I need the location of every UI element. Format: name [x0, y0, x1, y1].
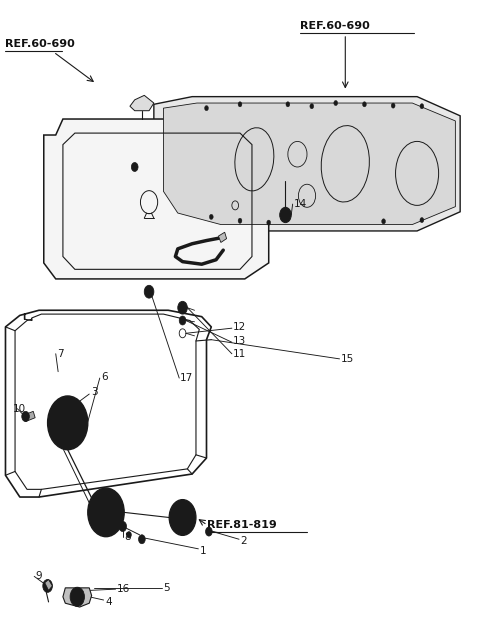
Text: 3: 3 — [91, 387, 97, 397]
Circle shape — [48, 396, 88, 450]
Circle shape — [310, 104, 314, 109]
Circle shape — [280, 207, 291, 222]
Circle shape — [169, 499, 196, 535]
Circle shape — [100, 504, 112, 520]
Circle shape — [70, 587, 84, 606]
Text: 8: 8 — [124, 531, 131, 542]
Circle shape — [286, 102, 290, 107]
Text: 11: 11 — [233, 349, 246, 359]
Circle shape — [209, 214, 213, 219]
Polygon shape — [45, 579, 52, 590]
Circle shape — [127, 531, 132, 538]
Text: REF.81-819: REF.81-819 — [207, 520, 277, 530]
Circle shape — [94, 496, 118, 528]
Circle shape — [238, 218, 242, 223]
Circle shape — [420, 217, 424, 222]
Text: 15: 15 — [340, 354, 354, 364]
Circle shape — [362, 102, 366, 107]
Text: 12: 12 — [233, 322, 246, 332]
Polygon shape — [63, 588, 92, 607]
Circle shape — [178, 301, 187, 314]
Circle shape — [53, 404, 82, 442]
Text: 9: 9 — [35, 571, 42, 581]
Circle shape — [204, 106, 208, 111]
Polygon shape — [154, 97, 460, 231]
Polygon shape — [163, 103, 456, 224]
Circle shape — [174, 506, 191, 528]
Circle shape — [179, 316, 186, 325]
Circle shape — [382, 219, 385, 224]
Text: 10: 10 — [12, 404, 26, 414]
Polygon shape — [130, 96, 154, 111]
Circle shape — [420, 104, 424, 109]
Circle shape — [132, 163, 138, 172]
Text: 7: 7 — [57, 349, 64, 359]
Text: 6: 6 — [101, 372, 108, 382]
Circle shape — [43, 579, 52, 592]
Circle shape — [238, 102, 242, 107]
Text: REF.60-690: REF.60-690 — [300, 21, 370, 31]
Text: REF.60-690: REF.60-690 — [5, 39, 75, 49]
Circle shape — [391, 103, 395, 108]
Text: 13: 13 — [233, 336, 246, 346]
Circle shape — [88, 488, 124, 537]
Circle shape — [139, 535, 145, 544]
Polygon shape — [24, 412, 35, 422]
Text: 2: 2 — [240, 536, 247, 546]
Circle shape — [60, 413, 75, 433]
Text: 4: 4 — [105, 597, 112, 607]
Circle shape — [334, 101, 337, 106]
Circle shape — [119, 521, 127, 531]
Text: 1: 1 — [199, 545, 206, 556]
Polygon shape — [44, 119, 269, 279]
Text: 14: 14 — [294, 199, 307, 209]
Circle shape — [267, 220, 271, 225]
Circle shape — [144, 285, 154, 298]
Polygon shape — [218, 232, 227, 242]
Circle shape — [205, 527, 212, 536]
Text: 16: 16 — [117, 584, 130, 594]
Text: 17: 17 — [180, 373, 193, 383]
Text: 5: 5 — [163, 583, 170, 593]
Circle shape — [22, 412, 29, 422]
